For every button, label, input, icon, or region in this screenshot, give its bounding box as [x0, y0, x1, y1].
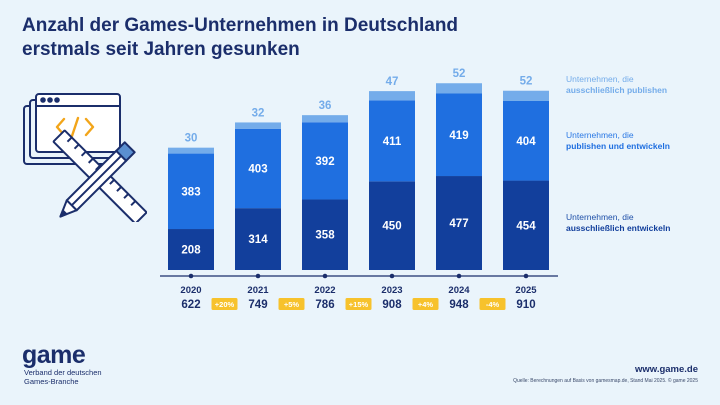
axis-tick-dot	[523, 273, 529, 279]
bar-segment	[369, 181, 415, 270]
bar-segment	[369, 100, 415, 182]
bar-segment	[302, 115, 348, 123]
x-tick-label: 2025	[515, 285, 537, 296]
axis-tick-dot	[255, 273, 261, 279]
bar-segment	[302, 199, 348, 270]
data-label: 404	[516, 136, 536, 148]
bar-segment	[436, 176, 482, 270]
axis-tick-dot	[322, 273, 328, 279]
title-line-1: Anzahl der Games-Unternehmen in Deutschl…	[22, 15, 459, 36]
bar-segment	[235, 128, 281, 209]
change-badge	[211, 298, 238, 310]
x-tick-label: 2020	[180, 285, 201, 296]
change-badge	[412, 298, 439, 310]
legend-line: ausschließlich entwickeln	[566, 222, 671, 233]
total-label: 749	[248, 299, 267, 311]
legend-publish-and-develop: Unternehmen, die publishen und entwickel…	[566, 130, 670, 151]
bar-segment	[436, 93, 482, 177]
x-tick-label: 2021	[247, 285, 269, 296]
data-label: 419	[449, 130, 468, 142]
data-label: 403	[248, 163, 267, 175]
data-label: 52	[453, 68, 466, 80]
bar-segment	[436, 83, 482, 94]
total-label: 786	[315, 299, 334, 311]
legend-line: Unternehmen, die	[566, 212, 634, 222]
change-label: +5%	[284, 300, 300, 309]
data-label: 30	[185, 133, 198, 145]
total-label: 948	[449, 299, 469, 311]
data-label: 32	[252, 107, 265, 119]
bar-segment	[235, 208, 281, 270]
x-tick-label: 2022	[314, 285, 335, 296]
data-label: 314	[248, 234, 268, 246]
bar-segment	[503, 100, 549, 181]
data-label: 208	[181, 245, 201, 257]
data-label: 36	[319, 100, 332, 112]
legend-line: Unternehmen, die	[566, 130, 634, 140]
logo-wordmark: game	[22, 341, 86, 369]
data-label: 411	[383, 136, 402, 148]
bar-segment	[168, 147, 214, 154]
legend-line: publishen und entwickeln	[566, 140, 670, 151]
change-label: +15%	[349, 300, 369, 309]
legend-develop-only: Unternehmen, die ausschließlich entwicke…	[566, 212, 670, 233]
change-label: +4%	[418, 300, 434, 309]
data-label: 450	[382, 221, 401, 233]
axis-tick-dot	[389, 273, 395, 279]
bar-segment	[235, 122, 281, 129]
change-badge	[278, 298, 305, 310]
bar-segment	[168, 153, 214, 230]
data-label: 454	[516, 220, 536, 232]
data-label: 47	[386, 76, 399, 88]
total-label: 622	[181, 299, 200, 311]
bar-segment	[503, 90, 549, 101]
data-label: 52	[520, 76, 533, 88]
axis-tick-dot	[456, 273, 462, 279]
source-note: Quelle: Berechnungen auf Basis von games…	[513, 378, 698, 384]
bar-segment	[503, 180, 549, 270]
legend-line: Unternehmen, die	[566, 74, 634, 84]
bar-segment	[168, 229, 214, 270]
bar-segment	[369, 91, 415, 101]
x-tick-label: 2023	[381, 285, 402, 296]
change-badge	[345, 298, 372, 310]
legend-publish-only: Unternehmen, die ausschließlich publishe…	[566, 74, 667, 95]
data-label: 477	[449, 218, 468, 230]
legend-line: ausschließlich publishen	[566, 84, 668, 95]
total-label: 908	[382, 299, 402, 311]
data-label: 392	[315, 156, 334, 168]
org-name-line-1: Verband der deutschen	[24, 368, 102, 377]
bar-segment	[302, 122, 348, 200]
org-name-line-2: Games-Branche	[24, 377, 79, 386]
chart-title: Anzahl der Games-Unternehmen in Deutschl…	[22, 14, 542, 62]
browser-code-ruler-pencil-icon	[23, 93, 147, 222]
x-tick-label: 2024	[448, 285, 470, 296]
data-label: 358	[315, 230, 335, 242]
title-line-2: erstmals seit Jahren gesunken	[22, 39, 300, 60]
change-badge	[479, 298, 506, 310]
total-label: 910	[516, 299, 535, 311]
change-label: +20%	[215, 300, 235, 309]
change-label: -4%	[486, 300, 500, 309]
data-label: 383	[181, 186, 200, 198]
website-url[interactable]: www.game.de	[635, 364, 698, 375]
game-logo: game Verband der deutschen Games-Branche	[22, 342, 102, 386]
axis-tick-dot	[188, 273, 194, 279]
